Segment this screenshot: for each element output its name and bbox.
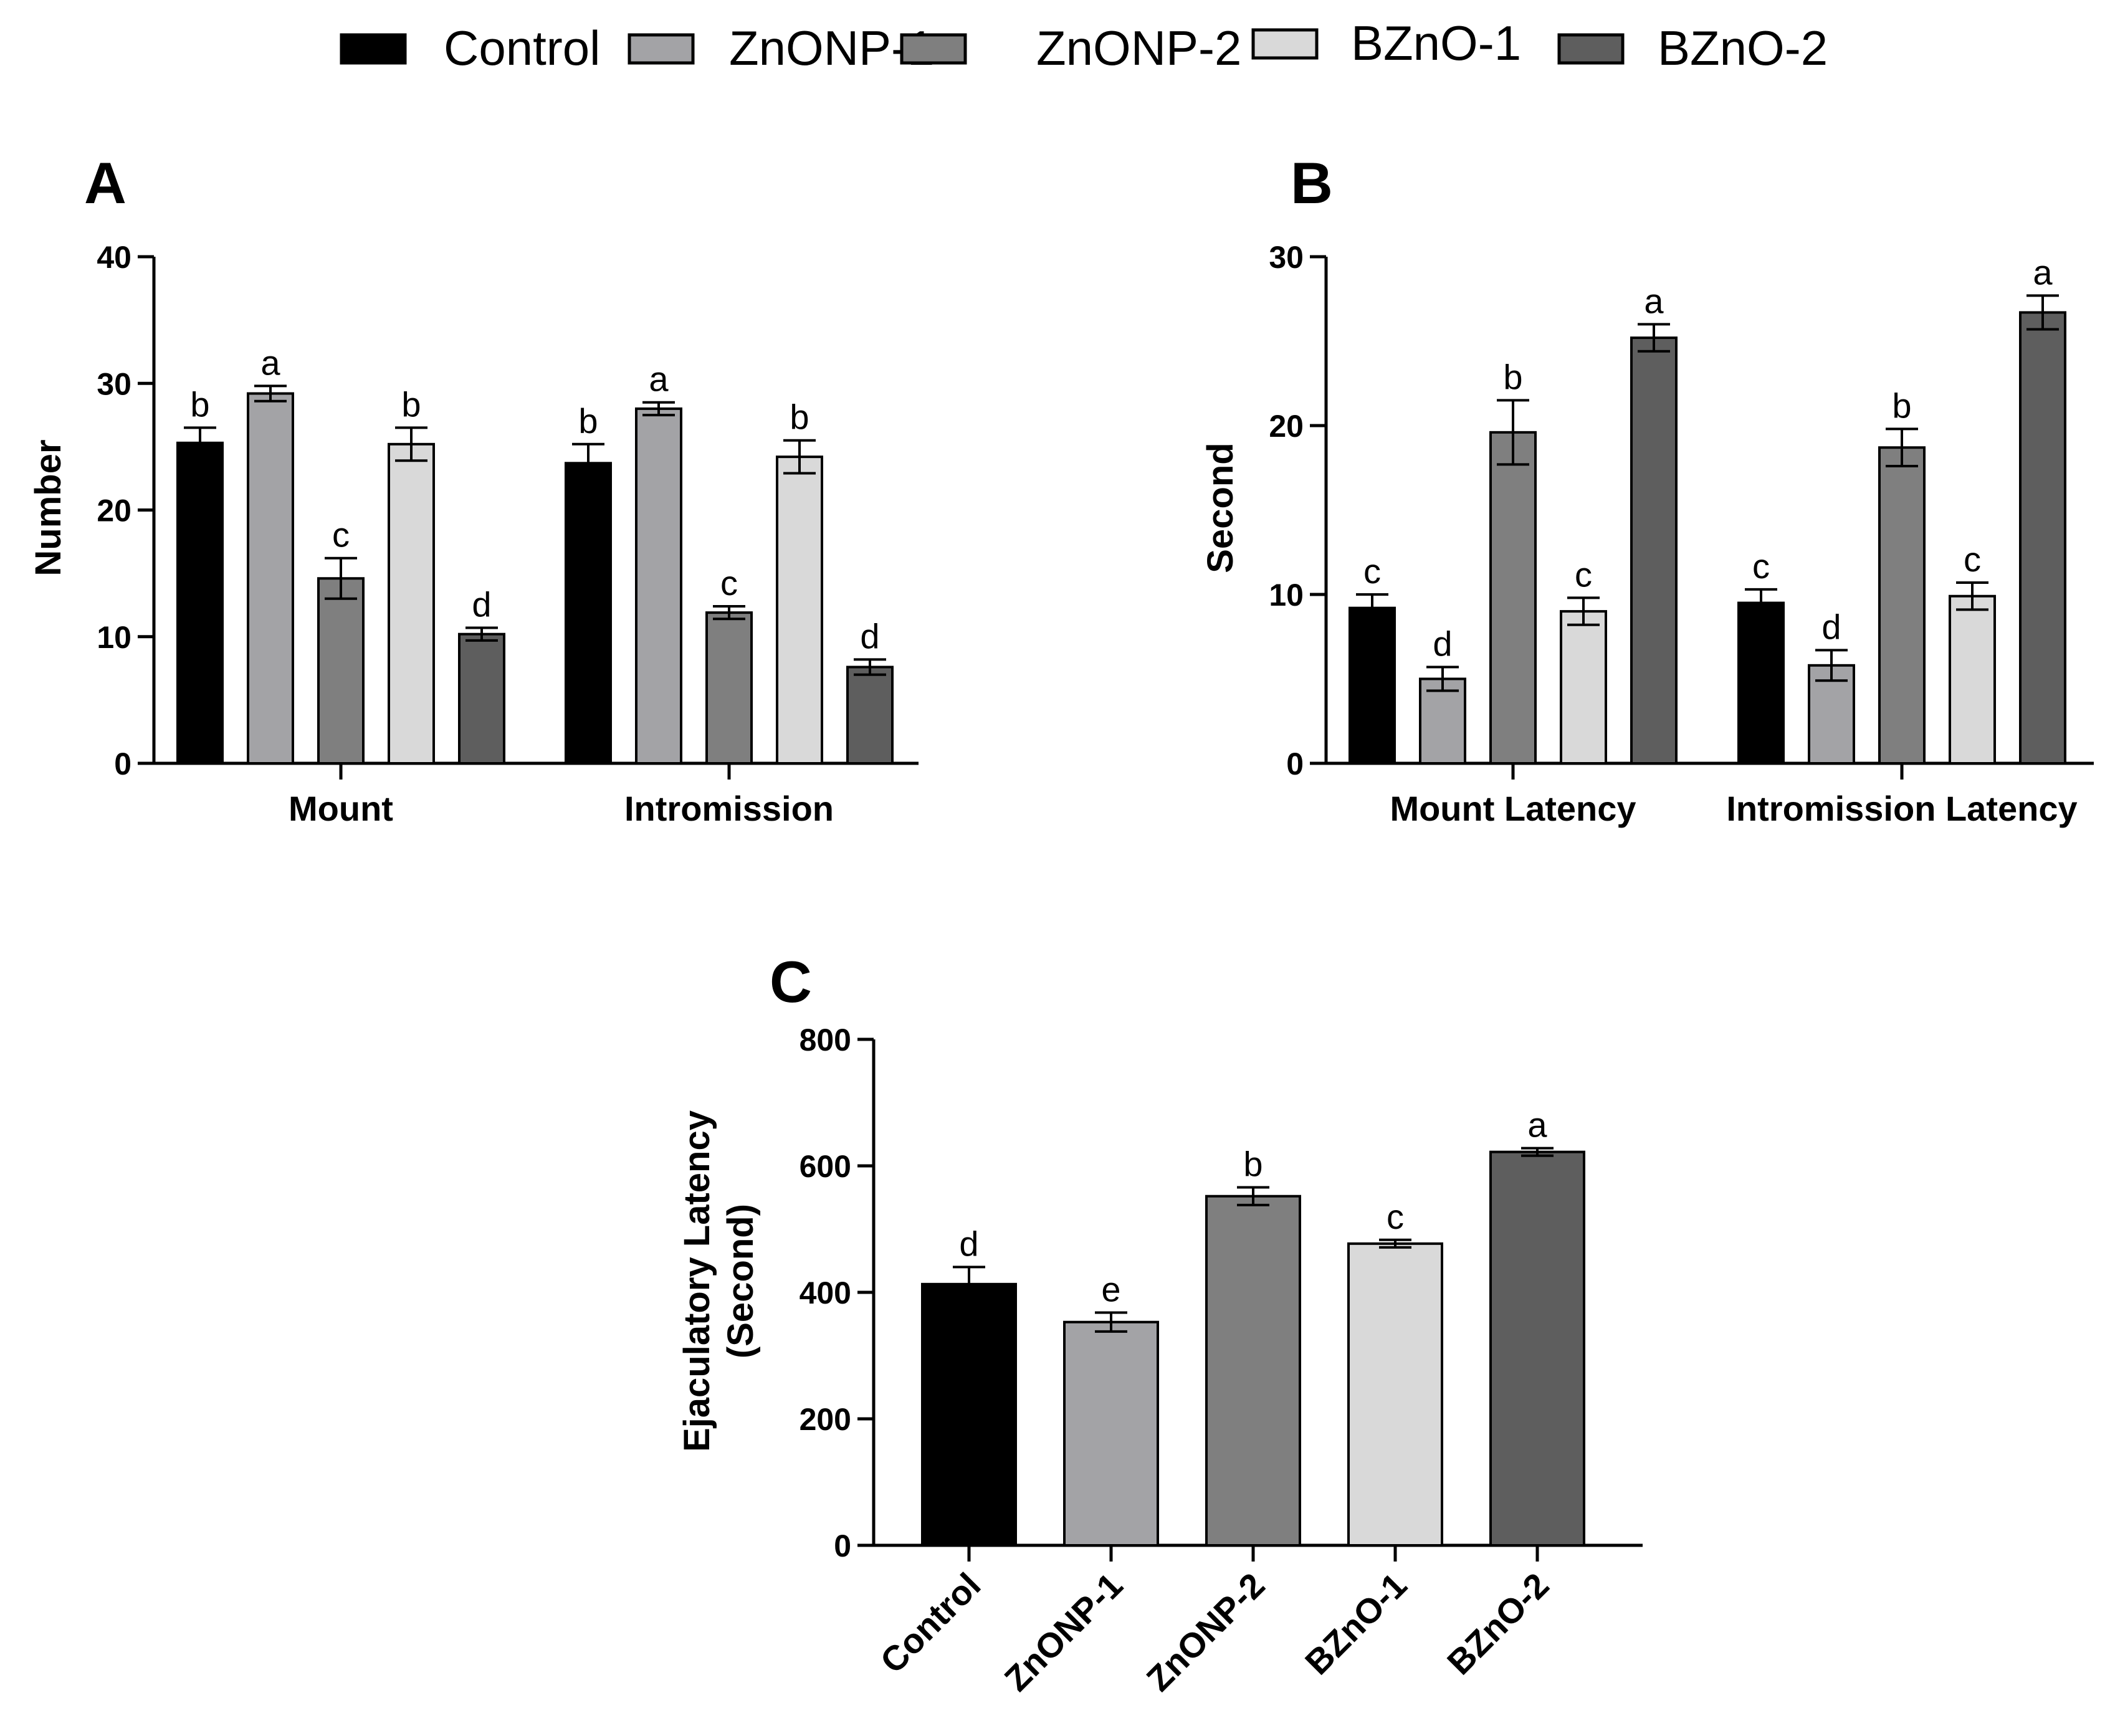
panel-c-x-label-bzno-1: BZnO-1: [1297, 1565, 1415, 1682]
panel-b-bar-intromission-latency-bzno-1: [1949, 594, 1996, 765]
panel-a-x-label-intromission: Intromission: [624, 789, 834, 828]
panel-a-bar-mount-control-sig-label: b: [190, 384, 209, 424]
panel-c-y-tick-label-600: 600: [800, 1149, 851, 1184]
panel-a-bar-intromission-bzno-1-sig-label: b: [790, 398, 809, 437]
panel-b-x-label-mount-latency: Mount Latency: [1390, 789, 1636, 828]
panel-c-x-label-control: Control: [872, 1565, 988, 1681]
panel-c-bar-control-sig-label: d: [959, 1224, 978, 1263]
panel-b-bar-intromission-latency-znonp-2-sig-label: b: [1892, 386, 1911, 425]
panel-c-bar-bzno-1-sig-label: c: [1387, 1197, 1404, 1236]
panel-c-y-tick-label-400: 400: [800, 1276, 851, 1310]
panel-c-bar-znonp-1-sig-label: e: [1101, 1269, 1120, 1309]
panel-b-bar-mount-latency-bzno-1: [1560, 610, 1607, 765]
legend-swatch-bzno-1: [1251, 28, 1319, 60]
panel-a-bar-mount-znonp-2-sig-label: c: [332, 515, 350, 555]
panel-a-y-tick-label-30: 30: [97, 366, 131, 401]
panel-a-y-tick-label-40: 40: [97, 240, 131, 275]
panel-b-y-tick-label-30: 30: [1269, 240, 1304, 275]
panel-a-bar-intromission-znonp-1: [635, 407, 682, 765]
panel-b-bar-intromission-latency-bzno-1-sig-label: c: [1964, 540, 1981, 579]
legend-item-control: Control: [340, 21, 600, 75]
panel-a-bar-mount-znonp-2: [317, 577, 365, 765]
panel-b-bar-intromission-latency-control: [1737, 601, 1785, 765]
panel-a-bar-mount-control: [176, 441, 224, 765]
panel-a-bar-intromission-bzno-2-sig-label: d: [860, 616, 879, 656]
panel-b-y-tick-label-0: 0: [1286, 746, 1304, 781]
panel-c-bar-znonp-2: [1205, 1195, 1301, 1547]
panel-a-chart: 0 10 20 30 40 Mount b a c b d Intromission b a c b d: [97, 240, 919, 828]
panel-a-y-axis-title: Number: [28, 439, 69, 576]
panel-a-x-label-mount: Mount: [289, 789, 393, 828]
panel-c-y-tick-label-200: 200: [800, 1402, 851, 1437]
panel-b-bar-intromission-latency-bzno-2: [2019, 311, 2066, 765]
legend-label-bzno-2: BZnO-2: [1658, 21, 1828, 75]
panel-c-bar-znonp-2-sig-label: b: [1243, 1145, 1263, 1184]
panel-c-y-axis-title-line1: Ejaculatory Latency: [677, 1110, 717, 1452]
legend-label-control: Control: [444, 21, 600, 75]
panel-a-bar-intromission-control: [565, 462, 612, 765]
panel-b-y-tick-label-20: 20: [1269, 409, 1304, 444]
panel-c-x-label-znonp-1: ZnONP-1: [997, 1565, 1130, 1699]
panel-b-bar-mount-latency-bzno-2-sig-label: a: [1644, 281, 1664, 320]
panel-a-bar-intromission-znonp-2: [705, 611, 753, 765]
panel-c-y-tick-label-800: 800: [800, 1023, 851, 1057]
panel-c-bar-bzno-1: [1347, 1242, 1443, 1547]
panel-c-x-label-bzno-2: BZnO-2: [1439, 1565, 1557, 1682]
panel-c-x-label-znonp-2: ZnONP-2: [1139, 1565, 1272, 1699]
panel-a-bar-mount-bzno-2: [458, 632, 505, 765]
panel-b-bar-mount-latency-bzno-1-sig-label: c: [1575, 555, 1592, 594]
panel-letter-a: A: [84, 150, 127, 216]
legend-swatch-znonp-1: [628, 33, 695, 65]
panel-letter-b: B: [1291, 150, 1333, 216]
panel-b-y-tick-label-10: 10: [1269, 578, 1304, 613]
panel-b-chart: 0 10 20 30 Mount Latency c d b c a Intromission La…: [1269, 240, 2094, 828]
legend-item-znonp-1: ZnONP-1: [628, 21, 934, 75]
panel-b-y-axis-title: Second: [1200, 442, 1241, 573]
panel-b-bar-mount-latency-control: [1349, 606, 1396, 765]
legend-label-bzno-1: BZnO-1: [1351, 16, 1521, 70]
legend-item-bzno-2: BZnO-2: [1557, 21, 1828, 75]
panel-b-bar-mount-latency-bzno-2: [1630, 336, 1678, 765]
panel-a-bar-mount-bzno-2-sig-label: d: [472, 585, 491, 624]
panel-b-bar-intromission-latency-znonp-1-sig-label: d: [1821, 607, 1841, 646]
legend-swatch-control: [340, 33, 407, 65]
panel-c-bar-bzno-2: [1489, 1150, 1585, 1547]
legend-label-znonp-2: ZnONP-2: [1036, 21, 1241, 75]
legend-swatch-bzno-2: [1557, 33, 1625, 65]
panel-b-bar-intromission-latency-bzno-2-sig-label: a: [2033, 252, 2053, 292]
panel-b-bar-intromission-latency-znonp-2: [1878, 446, 1926, 765]
panel-a-bar-intromission-bzno-1: [776, 455, 823, 765]
panel-c-bar-znonp-1: [1063, 1320, 1159, 1547]
panel-a-bar-intromission-znonp-2-sig-label: c: [720, 563, 738, 603]
panel-c-y-tick-label-0: 0: [834, 1529, 851, 1563]
legend-item-znonp-2: ZnONP-2: [900, 21, 1241, 75]
panel-b-bar-mount-latency-control-sig-label: c: [1363, 551, 1381, 591]
panel-a-bar-mount-znonp-1: [247, 392, 294, 765]
panel-a-bar-mount-bzno-1: [388, 442, 435, 765]
panel-a-bar-mount-znonp-1-sig-label: a: [260, 343, 280, 382]
panel-b-x-label-intromission-latency: Intromission Latency: [1726, 789, 2077, 828]
chart-legend: Control ZnONP-1 ZnONP-2 BZnO-1 BZnO-2: [340, 16, 1828, 75]
panel-b-bar-mount-latency-znonp-1-sig-label: d: [1433, 624, 1452, 664]
panel-b-bar-intromission-latency-control-sig-label: c: [1752, 546, 1770, 586]
panel-c-y-axis-title-line2: (Second): [720, 1204, 761, 1358]
panel-a-y-tick-label-0: 0: [114, 746, 131, 781]
panel-a-bar-mount-bzno-1-sig-label: b: [401, 384, 421, 424]
panel-a-bar-intromission-znonp-1-sig-label: a: [649, 360, 669, 399]
panel-b-bar-mount-latency-znonp-2-sig-label: b: [1503, 357, 1522, 396]
panel-b-bar-mount-latency-znonp-1: [1419, 677, 1466, 765]
panel-b-bar-mount-latency-znonp-2: [1489, 431, 1537, 765]
panel-a-bar-intromission-control-sig-label: b: [578, 401, 598, 441]
panel-c-chart: 0 200 400 600 800 d Control e ZnONP-1 b ZnONP-2 c BZ…: [800, 1023, 1643, 1699]
panel-letter-c: C: [770, 949, 812, 1014]
panel-a-y-tick-label-20: 20: [97, 494, 131, 528]
panel-a-y-tick-label-10: 10: [97, 620, 131, 655]
panel-c-bar-bzno-2-sig-label: a: [1527, 1105, 1547, 1145]
panel-a-bar-intromission-bzno-2: [846, 665, 894, 765]
legend-swatch-znonp-2: [900, 33, 967, 65]
legend-item-bzno-1: BZnO-1: [1251, 16, 1521, 70]
panel-c-bar-control: [921, 1282, 1017, 1547]
